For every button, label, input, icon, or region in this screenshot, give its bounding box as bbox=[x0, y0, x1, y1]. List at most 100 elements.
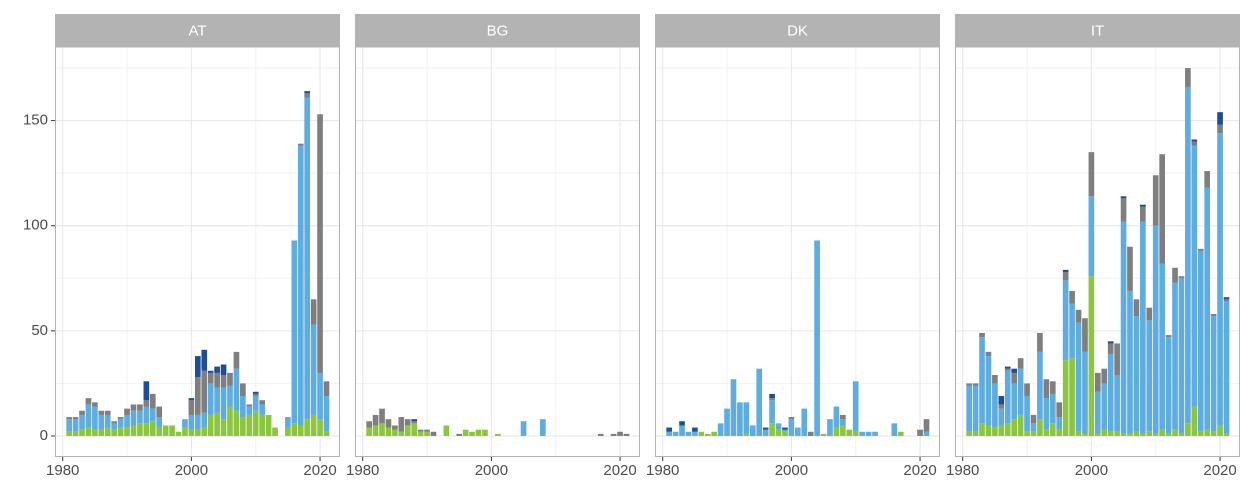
bar-segment bbox=[1133, 431, 1140, 436]
bar-segment bbox=[194, 414, 201, 430]
bar-segment bbox=[194, 429, 201, 436]
bar-segment bbox=[304, 93, 311, 98]
bar-segment bbox=[1146, 431, 1153, 436]
bar-segment bbox=[756, 368, 763, 436]
strip-label: IT bbox=[1091, 22, 1104, 39]
bar-segment bbox=[1069, 358, 1075, 436]
bar-segment bbox=[317, 372, 323, 420]
x-tick-label: 1980 bbox=[946, 462, 979, 479]
bar-segment bbox=[424, 431, 430, 436]
bar-segment bbox=[156, 427, 163, 436]
panel-background bbox=[355, 47, 640, 457]
bar-segment bbox=[769, 393, 775, 399]
bar-segment bbox=[227, 385, 233, 407]
bar-segment bbox=[392, 425, 398, 430]
bar-segment bbox=[79, 429, 85, 436]
x-tick-label: 2000 bbox=[775, 462, 808, 479]
bar-segment bbox=[1133, 316, 1140, 432]
bar-segment bbox=[462, 429, 469, 436]
bar-segment bbox=[1056, 402, 1063, 418]
bar-segment bbox=[404, 425, 411, 436]
bar-segment bbox=[1069, 290, 1075, 304]
bar-segment bbox=[111, 421, 118, 424]
bar-segment bbox=[252, 410, 259, 436]
x-tick-label: 1980 bbox=[46, 462, 79, 479]
bar-segment bbox=[304, 91, 311, 94]
bar-segment bbox=[1004, 423, 1011, 436]
bar-segment bbox=[379, 423, 385, 436]
bar-segment bbox=[366, 427, 372, 436]
bar-segment bbox=[366, 421, 372, 428]
bar-segment bbox=[1030, 431, 1037, 436]
bar-segment bbox=[124, 427, 130, 436]
bar-segment bbox=[1185, 423, 1191, 436]
bar-segment bbox=[685, 431, 692, 436]
bar-segment bbox=[285, 417, 291, 428]
bar-segment bbox=[214, 412, 220, 436]
bar-segment bbox=[398, 417, 405, 432]
bar-segment bbox=[207, 383, 214, 415]
bar-segment bbox=[1127, 246, 1133, 291]
bar-segment bbox=[1107, 431, 1114, 436]
bar-segment bbox=[1152, 433, 1159, 436]
bar-segment bbox=[297, 145, 304, 426]
bar-segment bbox=[769, 423, 775, 436]
bar-segment bbox=[1094, 372, 1101, 392]
bar-segment bbox=[417, 429, 424, 432]
bar-segment bbox=[1037, 351, 1043, 420]
bar-segment bbox=[430, 431, 437, 436]
bar-segment bbox=[788, 419, 795, 436]
bar-segment bbox=[1004, 366, 1011, 369]
bar-segment bbox=[214, 366, 220, 373]
bar-segment bbox=[201, 427, 208, 436]
bar-segment bbox=[117, 427, 124, 436]
bar-segment bbox=[814, 240, 820, 436]
bar-segment bbox=[972, 431, 979, 436]
strip bbox=[655, 14, 940, 47]
bar-segment bbox=[698, 431, 705, 436]
bar-segment bbox=[840, 419, 846, 426]
bar-segment bbox=[1037, 419, 1043, 436]
bar-segment bbox=[92, 402, 98, 407]
bar-segment bbox=[1204, 429, 1211, 436]
bar-segment bbox=[1017, 368, 1024, 415]
bar-segment bbox=[1043, 398, 1050, 430]
bar-segment bbox=[252, 396, 259, 411]
bar-segment bbox=[840, 425, 846, 436]
bar-segment bbox=[137, 410, 143, 424]
bar-segment bbox=[1159, 263, 1165, 430]
bar-segment bbox=[385, 427, 392, 436]
bar-segment bbox=[194, 377, 201, 415]
bar-segment bbox=[891, 423, 898, 436]
bar-segment bbox=[1217, 425, 1223, 436]
bar-segment bbox=[291, 423, 298, 436]
bar-segment bbox=[424, 429, 430, 432]
bar-segment bbox=[1223, 299, 1230, 302]
bar-segment bbox=[304, 419, 311, 436]
bar-segment bbox=[1217, 133, 1223, 426]
y-tick-label: 150 bbox=[23, 112, 48, 129]
bar-segment bbox=[156, 406, 163, 418]
bar-segment bbox=[469, 431, 475, 436]
bar-segment bbox=[1217, 124, 1223, 134]
x-tick-label: 2000 bbox=[1075, 462, 1108, 479]
bar-segment bbox=[1037, 332, 1043, 352]
bar-segment bbox=[1185, 86, 1191, 424]
bar-segment bbox=[1120, 221, 1127, 434]
bar-segment bbox=[1011, 419, 1018, 436]
bar-segment bbox=[1075, 309, 1082, 323]
bar-segment bbox=[979, 337, 985, 424]
bar-segment bbox=[385, 419, 392, 428]
bar-segment bbox=[104, 410, 111, 415]
bar-segment bbox=[1004, 370, 1011, 424]
bar-segment bbox=[143, 423, 150, 436]
bar-segment bbox=[227, 406, 233, 436]
bar-segment bbox=[85, 398, 92, 405]
bar-segment bbox=[1062, 269, 1069, 272]
bar-segment bbox=[214, 372, 220, 388]
bar-segment bbox=[1017, 358, 1024, 369]
bar-segment bbox=[117, 419, 124, 428]
bar-segment bbox=[323, 381, 330, 397]
bar-segment bbox=[979, 332, 985, 338]
bar-segment bbox=[672, 431, 679, 436]
